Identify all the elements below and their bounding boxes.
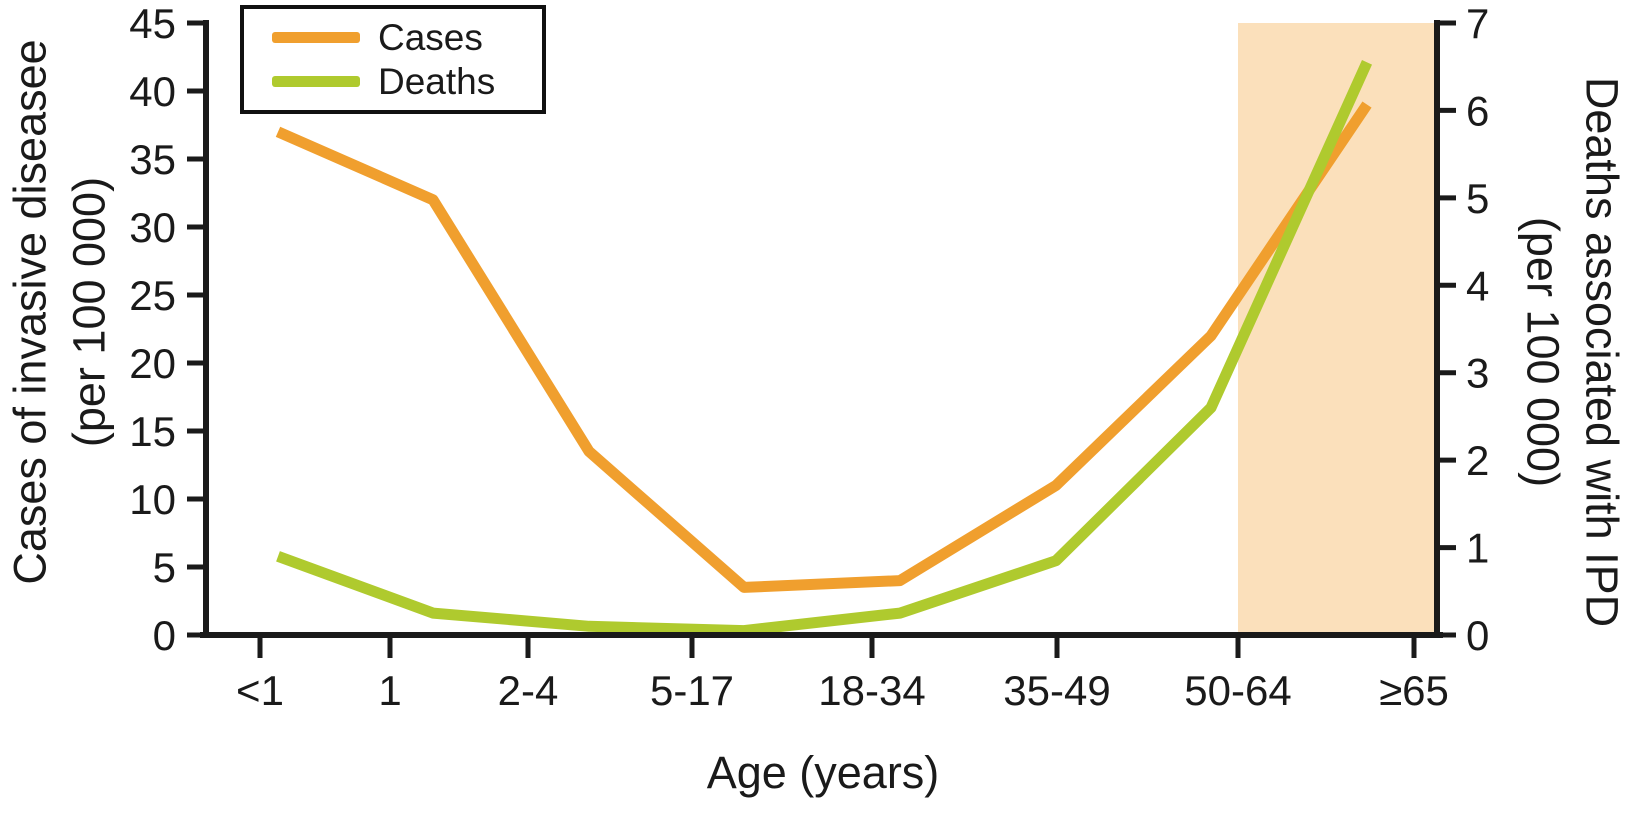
x-axis-tick-label: ≥65 [1379,667,1449,714]
deaths-line-swatch [272,75,360,87]
right-axis-tick-label: 3 [1466,350,1489,397]
left-axis-tick-label: 35 [129,136,176,183]
legend: Cases Deaths [240,5,546,114]
right-axis-tick-label: 5 [1466,175,1489,222]
x-axis-tick-label: 18-34 [818,667,925,714]
x-axis-tick-label: 2-4 [498,667,559,714]
right-axis-title-line1: Deaths associated with IPD [1576,76,1628,628]
left-axis-tick-label: 15 [129,408,176,455]
x-axis-tick-label: 35-49 [1003,667,1110,714]
x-axis-title: Age (years) [706,747,940,798]
legend-label-deaths: Deaths [378,60,496,102]
left-axis-title-line1: Cases of invasive diseasee [4,39,56,585]
right-axis-title-line2: (per 100 000) [1517,216,1568,488]
right-axis-tick-label: 7 [1466,0,1489,47]
right-axis-tick-label: 1 [1466,525,1489,572]
left-axis-tick-label: 0 [153,612,176,659]
x-axis-tick-label: <1 [236,667,284,714]
left-axis-tick-label: 10 [129,476,176,523]
x-axis-tick-label: 5-17 [650,667,734,714]
left-axis-tick-label: 45 [129,0,176,47]
x-axis-tick-label: 50-64 [1184,667,1291,714]
left-axis-tick-label: 40 [129,68,176,115]
right-axis-tick-label: 0 [1466,612,1489,659]
deaths-line [276,60,1373,637]
x-axis-tick-label: 1 [378,667,401,714]
cases-line-swatch [272,32,360,44]
legend-item-deaths: Deaths [244,63,542,100]
left-axis-tick-label: 5 [153,544,176,591]
legend-item-cases: Cases [244,19,542,56]
left-axis-tick-label: 25 [129,272,176,319]
right-axis-tick-label: 4 [1466,262,1489,309]
legend-label-cases: Cases [378,17,483,59]
left-axis-tick-label: 30 [129,204,176,251]
right-axis-tick-label: 6 [1466,87,1489,134]
left-axis-title-line2: (per 100 000) [64,176,115,448]
cases-line [275,101,1372,593]
right-axis-tick-label: 2 [1466,437,1489,484]
left-axis-tick-label: 20 [129,340,176,387]
